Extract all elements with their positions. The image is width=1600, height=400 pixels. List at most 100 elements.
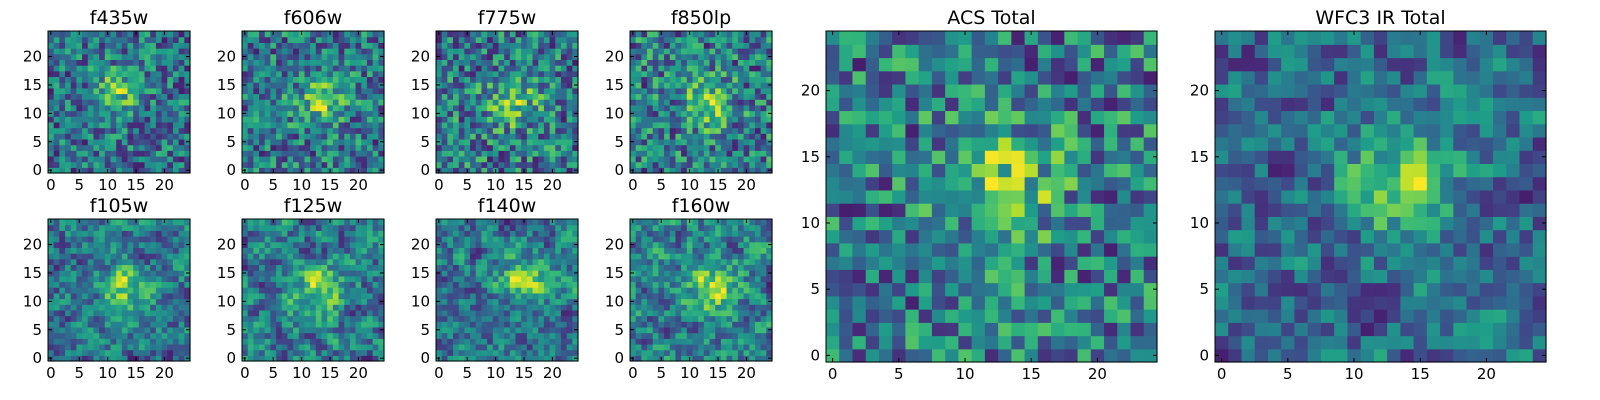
heatmap-cell: [82, 116, 89, 123]
heatmap-cell: [669, 127, 677, 134]
heatmap-cell: [709, 116, 716, 123]
heatmap-cell: [104, 144, 112, 151]
heatmap-cell: [526, 167, 534, 174]
heatmap-cell: [560, 270, 568, 277]
heatmap-cell: [298, 349, 306, 356]
heatmap-cell: [287, 304, 294, 311]
heatmap-cell: [698, 99, 705, 106]
heatmap-cell: [155, 326, 163, 334]
heatmap-cell: [349, 355, 357, 362]
heatmap-cell: [760, 116, 767, 123]
heatmap-cell: [766, 116, 773, 123]
heatmap-cell: [99, 309, 106, 317]
heatmap-cell: [155, 76, 163, 83]
heatmap-cell: [555, 275, 562, 283]
heatmap-cell: [53, 59, 60, 66]
heatmap-cell: [464, 236, 471, 243]
heatmap-cell: [116, 42, 123, 49]
heatmap-cell: [737, 292, 745, 300]
heatmap-cell: [635, 99, 642, 106]
heatmap-cell: [264, 133, 271, 140]
heatmap-cell: [48, 264, 55, 271]
heatmap-cell: [481, 87, 488, 95]
heatmap-cell: [65, 150, 72, 157]
heatmap-cell: [138, 42, 146, 49]
heatmap-cell: [59, 76, 66, 83]
heatmap-cell: [338, 338, 345, 345]
y-tick-label: 5: [420, 133, 430, 151]
heatmap-cell: [532, 281, 539, 288]
heatmap-cell: [681, 309, 688, 317]
heatmap-cell: [178, 264, 185, 271]
heatmap-cell: [498, 230, 505, 237]
heatmap-cell: [161, 338, 168, 345]
heatmap-cell: [138, 298, 146, 305]
heatmap-cell: [133, 230, 140, 237]
heatmap-cell: [127, 338, 134, 345]
heatmap-cell: [630, 161, 637, 168]
heatmap-cell: [270, 150, 277, 157]
heatmap-cell: [281, 104, 289, 112]
heatmap-cell: [470, 264, 477, 271]
heatmap-cell: [184, 264, 191, 271]
heatmap-cell: [116, 133, 123, 140]
heatmap-cell: [692, 355, 699, 362]
heatmap-cell: [110, 270, 117, 277]
heatmap-cell: [70, 326, 77, 334]
heatmap-cell: [167, 121, 174, 129]
heatmap-cell: [344, 281, 351, 288]
heatmap-cell: [732, 155, 739, 163]
heatmap-cell: [521, 121, 528, 129]
heatmap-cell: [247, 104, 254, 112]
heatmap-cell: [116, 65, 123, 72]
heatmap-cell: [293, 104, 300, 112]
heatmap-cell: [675, 104, 682, 112]
heatmap-cell: [481, 150, 488, 157]
heatmap-cell: [82, 241, 89, 248]
heatmap-cell: [253, 53, 260, 60]
heatmap-cell: [538, 161, 545, 168]
heatmap-cell: [104, 287, 112, 294]
heatmap-cell: [70, 264, 77, 271]
heatmap-cell: [647, 42, 654, 49]
heatmap-cell: [110, 258, 117, 266]
heatmap-cell: [104, 224, 112, 231]
heatmap-cell: [264, 304, 271, 311]
heatmap-cell: [82, 167, 89, 174]
heatmap-cell: [464, 241, 471, 248]
heatmap-cell: [766, 42, 773, 49]
heatmap-cell: [344, 121, 351, 129]
heatmap-cell: [332, 264, 340, 271]
heatmap-cell: [492, 349, 500, 356]
heatmap-cell: [743, 116, 750, 123]
heatmap-cell: [441, 264, 448, 271]
heatmap-cell: [543, 155, 551, 163]
heatmap-cell: [647, 161, 654, 168]
heatmap-cell: [338, 309, 345, 317]
heatmap-cell: [366, 42, 374, 49]
heatmap-cell: [287, 53, 294, 60]
heatmap-cell: [504, 104, 511, 112]
heatmap-cell: [509, 264, 517, 271]
heatmap-cell: [121, 42, 129, 49]
heatmap-cell: [133, 281, 140, 288]
heatmap-cell: [99, 343, 106, 351]
heatmap-cell: [366, 48, 374, 55]
heatmap-cell: [470, 343, 477, 351]
heatmap-cell: [133, 321, 140, 328]
x-tick-label: 10: [292, 364, 311, 382]
heatmap-cell: [709, 287, 716, 294]
heatmap-cell: [560, 326, 568, 334]
heatmap-cell: [161, 230, 168, 237]
heatmap-cell: [475, 230, 483, 237]
heatmap-cell: [658, 53, 665, 60]
heatmap-cell: [566, 99, 573, 106]
heatmap-cell: [703, 326, 711, 334]
heatmap-cell: [184, 253, 191, 260]
heatmap-cell: [481, 144, 488, 151]
heatmap-cell: [264, 338, 271, 345]
heatmap-cell: [526, 138, 534, 146]
heatmap-cell: [253, 338, 260, 345]
heatmap-cell: [538, 104, 545, 112]
heatmap-cell: [566, 281, 573, 288]
